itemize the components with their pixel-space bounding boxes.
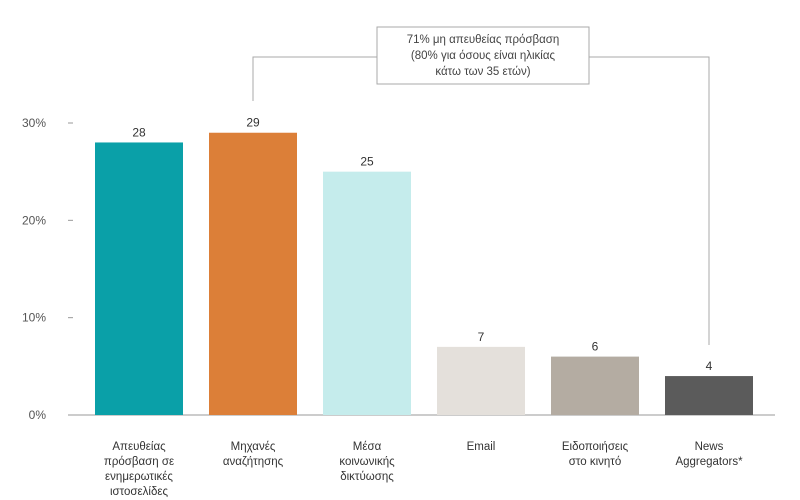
annotation-text-line: κάτω των 35 ετών) xyxy=(435,66,530,78)
data-label: 4 xyxy=(706,359,713,373)
y-tick-label: 20% xyxy=(22,213,46,227)
category-label: Ειδοποιήσεις στο κινητό xyxy=(562,441,629,468)
bars-layer xyxy=(95,132,753,415)
annotation-text-line: 71% μη απευθείας πρόσβαση xyxy=(407,34,560,46)
y-tick-label: 30% xyxy=(22,116,46,130)
category-label-line: αναζήτησης xyxy=(223,456,284,468)
bar xyxy=(665,376,753,415)
data-label: 7 xyxy=(478,330,485,344)
category-label-line: στο κινητό xyxy=(569,456,621,468)
bar xyxy=(209,132,297,415)
category-label-line: πρόσβαση σε xyxy=(104,456,174,468)
bar xyxy=(437,346,525,415)
category-label-line: ενημερωτικές xyxy=(105,471,173,483)
annotation-text: 71% μη απευθείας πρόσβαση (80% για όσους … xyxy=(407,34,560,78)
category-label-line: Απευθείας xyxy=(112,441,166,453)
bar xyxy=(323,171,411,415)
labels-layer: 28 Απευθείας πρόσβαση σε ενημερωτικές ιστοσε… xyxy=(104,116,743,498)
category-label-line: δικτύωσης xyxy=(340,471,394,483)
bar xyxy=(95,142,183,415)
annotation-bracket xyxy=(252,56,710,345)
data-label: 25 xyxy=(360,155,374,169)
y-tick-label: 10% xyxy=(22,311,46,325)
data-label: 29 xyxy=(246,116,260,130)
category-label-line: Email xyxy=(467,441,496,453)
category-label: Μέσα κοινωνικής δικτύωσης xyxy=(339,441,395,483)
category-label-line: Aggregators* xyxy=(675,456,743,468)
category-label-line: Μηχανές xyxy=(231,441,276,453)
data-label: 28 xyxy=(132,125,146,139)
bar xyxy=(551,356,639,415)
category-label-line: News xyxy=(695,441,724,453)
category-label-line: Μέσα xyxy=(353,441,382,453)
category-label-line: Ειδοποιήσεις xyxy=(562,441,629,453)
annotation: 71% μη απευθείας πρόσβαση (80% για όσους … xyxy=(252,26,710,345)
data-label: 6 xyxy=(592,340,599,354)
annotation-box xyxy=(376,26,590,85)
category-label: News Aggregators* xyxy=(675,441,743,468)
category-label-line: κοινωνικής xyxy=(339,456,395,468)
category-label-line: ιστοσελίδες xyxy=(110,486,168,498)
y-tick-label: 0% xyxy=(29,408,47,422)
category-label: Απευθείας πρόσβαση σε ενημερωτικές ιστοσελί… xyxy=(104,441,174,498)
category-label: Email xyxy=(467,441,496,453)
category-label: Μηχανές αναζήτησης xyxy=(223,441,284,468)
annotation-text-line: (80% για όσους είναι ηλικίας xyxy=(411,50,556,62)
axis-layer: 0% 10% 20% 30% xyxy=(22,116,775,422)
